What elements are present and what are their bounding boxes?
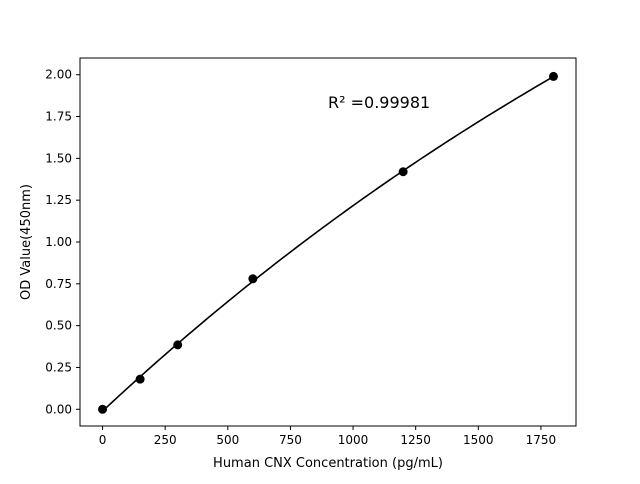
y-tick-label: 0.50 [45, 319, 72, 333]
data-point [398, 167, 408, 177]
x-tick-label: 1250 [400, 433, 431, 447]
x-axis-label: Human CNX Concentration (pg/mL) [213, 456, 443, 471]
y-tick-label: 0.25 [45, 360, 72, 374]
y-tick-label: 1.50 [45, 151, 72, 165]
y-tick-label: 1.25 [45, 193, 72, 207]
y-axis-label: OD Value(450nm) [19, 184, 34, 300]
data-point [173, 340, 183, 350]
fit-curve [102, 75, 554, 412]
y-tick-label: 2.00 [45, 68, 72, 82]
x-tick-label: 1750 [526, 433, 557, 447]
y-tick-label: 1.00 [45, 235, 72, 249]
data-point [98, 404, 108, 414]
x-tick-label: 0 [99, 433, 107, 447]
data-point [248, 274, 258, 284]
y-tick-label: 0.75 [45, 277, 72, 291]
x-tick-label: 1500 [463, 433, 494, 447]
x-tick-label: 1000 [338, 433, 369, 447]
data-point [548, 71, 558, 81]
x-tick-label: 250 [154, 433, 177, 447]
data-point [135, 374, 145, 384]
annotation-r-squared: R² =0.99981 [328, 93, 430, 112]
x-tick-label: 750 [279, 433, 302, 447]
x-tick-label: 500 [216, 433, 239, 447]
plot-frame [79, 57, 577, 427]
y-tick-label: 0.00 [45, 402, 72, 416]
y-tick-label: 1.75 [45, 110, 72, 124]
